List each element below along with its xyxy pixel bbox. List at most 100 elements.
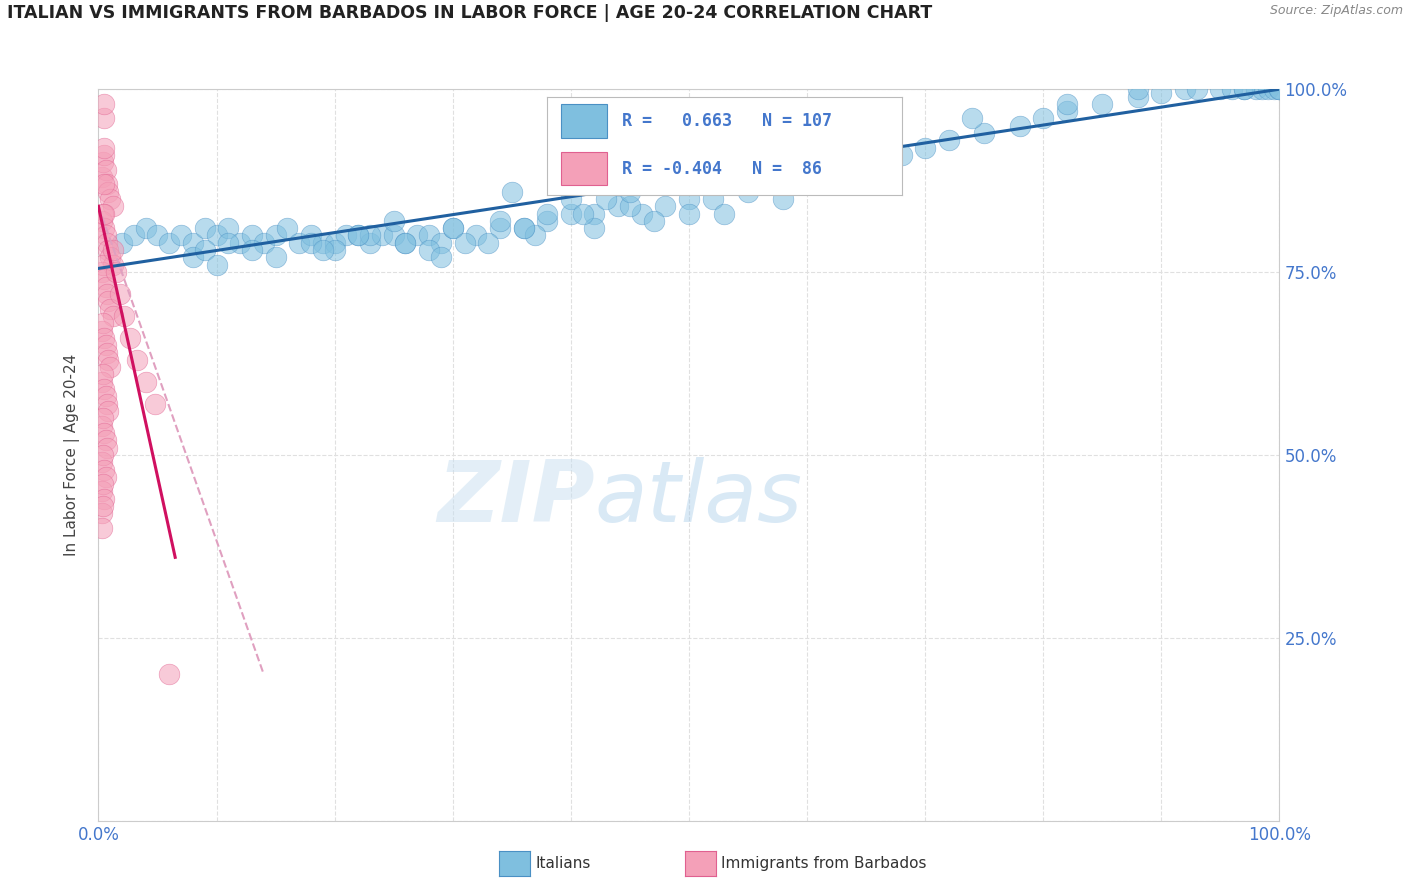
Point bbox=[96, 287, 118, 301]
Point bbox=[93, 206, 115, 220]
Point bbox=[394, 235, 416, 250]
Text: ITALIAN VS IMMIGRANTS FROM BARBADOS IN LABOR FORCE | AGE 20-24 CORRELATION CHART: ITALIAN VS IMMIGRANTS FROM BARBADOS IN L… bbox=[7, 4, 932, 22]
Point bbox=[820, 162, 842, 177]
Point bbox=[97, 352, 120, 367]
Point bbox=[94, 162, 117, 177]
Point bbox=[93, 331, 115, 345]
Point bbox=[93, 462, 115, 476]
Point bbox=[91, 507, 114, 521]
Point bbox=[583, 206, 606, 220]
Point bbox=[583, 221, 606, 235]
Point bbox=[91, 258, 114, 272]
Point bbox=[91, 368, 114, 382]
Point bbox=[101, 258, 124, 272]
Point bbox=[93, 141, 115, 155]
Point bbox=[1174, 82, 1197, 96]
Point bbox=[93, 178, 115, 192]
Point bbox=[91, 324, 114, 338]
Point bbox=[441, 221, 464, 235]
Point bbox=[1233, 82, 1256, 96]
Point bbox=[855, 155, 877, 169]
Point bbox=[146, 228, 169, 243]
Point bbox=[91, 448, 114, 462]
Point bbox=[630, 206, 652, 220]
Point bbox=[501, 185, 523, 199]
Point bbox=[406, 228, 429, 243]
Point bbox=[1233, 82, 1256, 96]
Point bbox=[91, 499, 114, 513]
Point bbox=[217, 221, 239, 235]
Point bbox=[619, 185, 641, 199]
Point bbox=[560, 206, 582, 220]
Point bbox=[1126, 89, 1149, 103]
Point bbox=[441, 221, 464, 235]
Point bbox=[1126, 82, 1149, 96]
Point bbox=[595, 192, 617, 206]
Point bbox=[276, 221, 298, 235]
Point bbox=[962, 112, 984, 126]
Point bbox=[477, 235, 499, 250]
Point bbox=[371, 228, 394, 243]
Point bbox=[796, 169, 818, 184]
Point bbox=[453, 235, 475, 250]
Point bbox=[643, 214, 665, 228]
Point bbox=[879, 133, 901, 147]
Point bbox=[1244, 82, 1267, 96]
Point bbox=[205, 228, 228, 243]
Point bbox=[1268, 82, 1291, 96]
Point bbox=[312, 243, 335, 257]
Point bbox=[111, 235, 134, 250]
Point bbox=[94, 228, 117, 243]
Point bbox=[465, 228, 488, 243]
Point bbox=[143, 397, 166, 411]
Point bbox=[890, 148, 912, 162]
Point bbox=[96, 178, 118, 192]
Point bbox=[91, 169, 114, 184]
Point bbox=[489, 214, 512, 228]
Point bbox=[394, 235, 416, 250]
Point bbox=[93, 272, 115, 286]
Point bbox=[240, 228, 263, 243]
Point bbox=[181, 235, 204, 250]
Point bbox=[112, 309, 135, 323]
Point bbox=[98, 192, 121, 206]
Point bbox=[914, 141, 936, 155]
Point bbox=[264, 228, 287, 243]
Point bbox=[98, 251, 121, 265]
Point bbox=[94, 338, 117, 352]
Point bbox=[122, 228, 145, 243]
Point bbox=[1091, 96, 1114, 111]
Point bbox=[725, 162, 748, 177]
Point bbox=[91, 265, 114, 279]
Point bbox=[91, 455, 114, 469]
Point bbox=[93, 148, 115, 162]
Point bbox=[170, 228, 193, 243]
Point bbox=[96, 397, 118, 411]
Point bbox=[299, 228, 322, 243]
Text: Immigrants from Barbados: Immigrants from Barbados bbox=[721, 856, 927, 871]
Point bbox=[127, 352, 149, 367]
Point bbox=[264, 251, 287, 265]
Point bbox=[194, 221, 217, 235]
Point bbox=[91, 418, 114, 433]
Point bbox=[1056, 96, 1078, 111]
Point bbox=[536, 206, 558, 220]
Point bbox=[678, 206, 700, 220]
Point bbox=[97, 294, 120, 309]
Point bbox=[737, 185, 759, 199]
Point bbox=[91, 316, 114, 330]
Point bbox=[94, 434, 117, 448]
Point bbox=[93, 221, 115, 235]
Point bbox=[91, 155, 114, 169]
Point bbox=[713, 206, 735, 220]
Point bbox=[288, 235, 311, 250]
Point bbox=[93, 425, 115, 440]
Point bbox=[524, 228, 547, 243]
Point bbox=[560, 192, 582, 206]
Point bbox=[157, 235, 180, 250]
Point bbox=[1257, 82, 1279, 96]
Point bbox=[654, 178, 676, 192]
Point bbox=[91, 521, 114, 535]
Point bbox=[96, 235, 118, 250]
Point bbox=[91, 484, 114, 499]
